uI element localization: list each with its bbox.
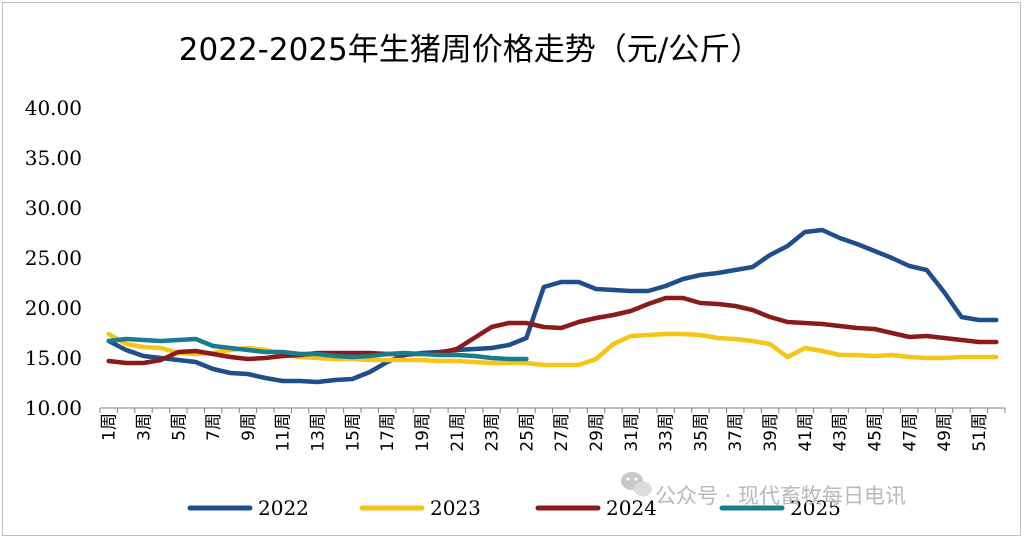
watermark-text: 公众号 · 现代畜牧每日电讯 (655, 484, 906, 508)
legend: 2022 2023 2024 2025 (187, 496, 841, 520)
x-tick-label: 35周 (691, 413, 711, 452)
x-tick-label: 1周 (100, 413, 120, 441)
x-tick-label: 51周 (970, 413, 990, 452)
y-tick-label: 25.00 (25, 246, 82, 270)
x-tick-label: 41周 (796, 413, 816, 452)
x-tick-label: 5周 (169, 413, 189, 441)
x-tick-label: 37周 (726, 413, 746, 452)
series-line-2025 (106, 336, 529, 362)
x-tick-label: 39周 (761, 413, 781, 452)
legend-label-2025: 2025 (790, 496, 841, 520)
x-axis: 1周 3周 5周 7周 9周 11周 13周 15周 17周 19周 21周 23周 25周 27周 29周… (99, 407, 1006, 452)
legend-label-2024: 2024 (606, 496, 657, 520)
series-line-2022 (106, 227, 999, 385)
watermark: 公众号 · 现代畜牧每日电讯 (621, 472, 906, 508)
x-tick-label: 17周 (378, 413, 398, 452)
wechat-icon (621, 472, 652, 497)
y-tick-label: 30.00 (25, 196, 82, 220)
x-tick-label: 29周 (587, 413, 607, 452)
x-tick-label: 21周 (448, 413, 468, 452)
chart-title: 2022-2025年生猪周价格走势（元/公斤） (179, 32, 761, 68)
x-tick-label: 19周 (413, 413, 433, 452)
series-line-2024 (106, 295, 999, 366)
legend-label-2022: 2022 (258, 496, 309, 520)
y-tick-label: 10.00 (25, 396, 82, 420)
x-tick-label: 27周 (552, 413, 572, 452)
x-tick-label: 47周 (900, 413, 920, 452)
x-tick-label: 43周 (831, 413, 851, 452)
x-tick-label: 15周 (343, 413, 363, 452)
x-tick-label: 9周 (239, 413, 259, 441)
x-tick-label: 25周 (517, 413, 537, 452)
x-tick-label: 31周 (622, 413, 642, 452)
legend-label-2023: 2023 (430, 496, 481, 520)
x-tick-label: 45周 (865, 413, 885, 452)
x-tick-label: 13周 (309, 413, 329, 452)
y-tick-label: 15.00 (25, 346, 82, 370)
x-tick-label: 23周 (483, 413, 503, 452)
x-tick-label: 49周 (935, 413, 955, 452)
y-tick-label: 20.00 (25, 296, 82, 320)
y-tick-label: 40.00 (25, 96, 82, 120)
y-tick-label: 35.00 (25, 146, 82, 170)
x-tick-label: 33周 (657, 413, 677, 452)
x-tick-label: 7周 (204, 413, 224, 441)
x-tick-label: 11周 (274, 413, 294, 452)
x-tick-label: 3周 (135, 413, 155, 441)
plot-area (106, 227, 999, 385)
y-axis: 10.00 15.00 20.00 25.00 30.00 35.00 40.00 (25, 96, 82, 420)
